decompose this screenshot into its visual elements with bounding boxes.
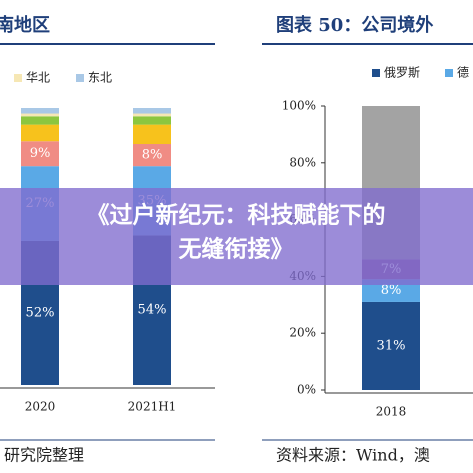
legend-swatch [14,74,22,82]
y-tick-label: 80% [289,155,316,169]
legend-label: 德 [457,65,469,80]
bar-segment [21,141,59,167]
legend-swatch [76,74,84,82]
chart-title: 南地区 [0,14,50,36]
legend-label: 俄罗斯 [384,66,420,80]
chart-title: 图表 50：公司境外 [276,14,433,36]
value-label: 54% [138,303,167,318]
bar-segment [362,301,420,390]
value-label: 8% [142,148,163,163]
caption: 研究院整理 [4,446,84,465]
legend-label: 东北 [88,71,112,85]
y-tick-label: 20% [289,326,316,340]
y-tick-label: 100% [282,99,316,113]
legend-swatch [372,69,380,77]
value-label: 8% [381,283,402,298]
legend-label: 华北 [26,71,50,85]
bar-segment [133,144,171,167]
banner [0,188,473,285]
bar-segment [133,113,171,117]
bar-segment [21,116,59,125]
x-tick-label: 2018 [376,405,407,419]
banner-text: 《过户新纪元：科技赋能下的 [87,202,386,229]
legend-swatch [445,69,453,77]
bar-segment [21,113,59,117]
caption: 资料来源：Wind，澳 [276,446,430,465]
y-tick-label: 0% [297,383,316,397]
x-tick-label: 2020 [25,400,56,414]
value-label: 9% [30,146,51,161]
banner-text: 无缝衔接》 [179,236,294,263]
value-label: 52% [26,305,55,320]
value-label: 31% [377,338,406,353]
bar-segment [133,116,171,125]
bar-segment [133,124,171,145]
bar-segment [21,108,59,114]
bar-segment [133,108,171,114]
x-tick-label: 2021H1 [128,400,177,414]
bar-segment [21,124,59,142]
